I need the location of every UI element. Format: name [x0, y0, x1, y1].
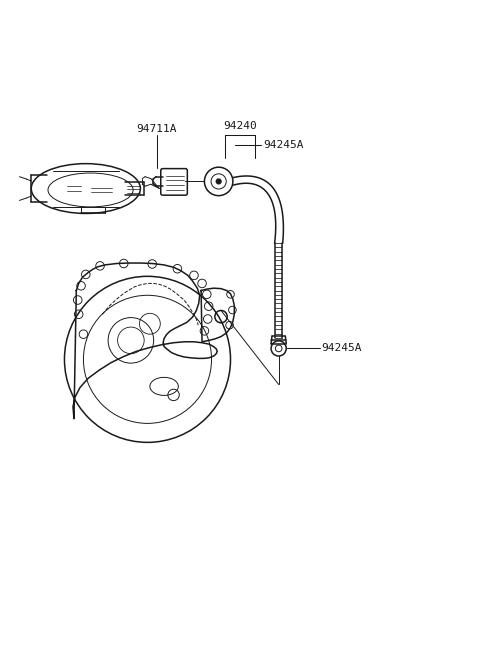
Text: 94245A: 94245A	[322, 344, 362, 353]
Text: 94245A: 94245A	[263, 141, 303, 150]
Circle shape	[216, 179, 221, 184]
Text: 94711A: 94711A	[137, 124, 177, 134]
Text: 94240: 94240	[223, 121, 257, 131]
